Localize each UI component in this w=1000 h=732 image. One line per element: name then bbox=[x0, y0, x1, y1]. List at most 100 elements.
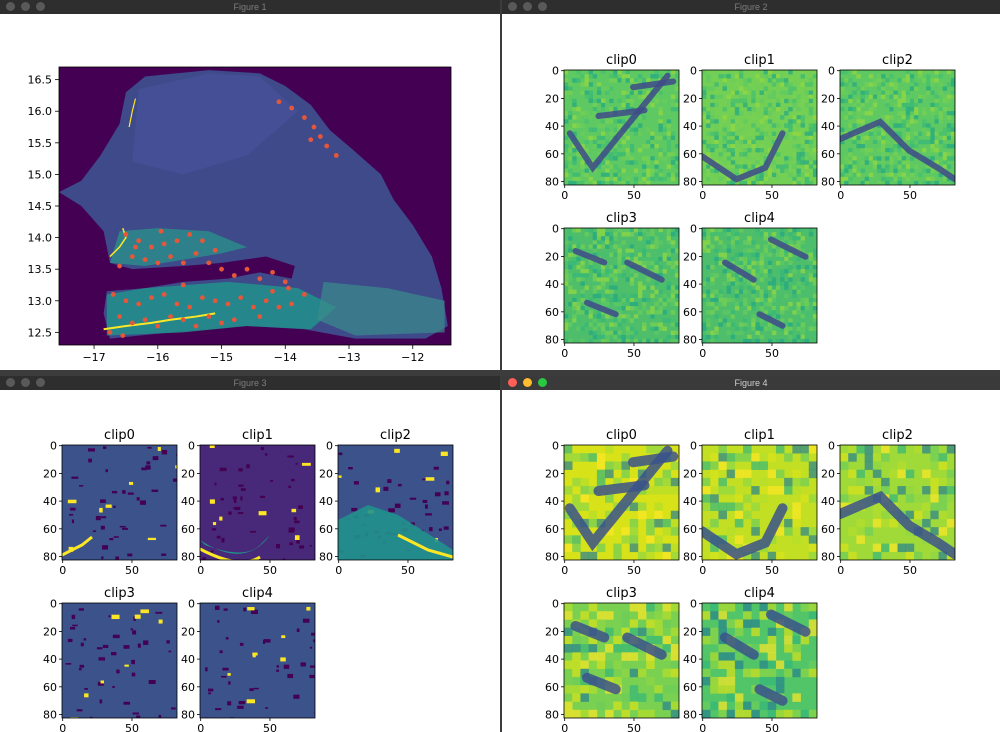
pixel bbox=[580, 289, 585, 295]
pixel bbox=[946, 74, 952, 79]
pixel bbox=[792, 477, 801, 487]
pixel bbox=[710, 148, 715, 153]
pixel bbox=[572, 106, 577, 112]
minimize-window-button[interactable] bbox=[21, 2, 30, 11]
pixel bbox=[792, 236, 797, 241]
pixel bbox=[747, 260, 752, 266]
pixel bbox=[730, 269, 736, 274]
pixel bbox=[714, 256, 719, 262]
class-spot bbox=[237, 512, 244, 515]
pixel bbox=[800, 318, 805, 323]
pixel bbox=[889, 160, 894, 165]
pixel bbox=[864, 90, 870, 95]
figure-2-window[interactable]: Figure 2 clip0 0 20 40 60 80 0 50 clip1 0 20 40 60 80… bbox=[502, 0, 1000, 370]
x-tick-label: −15 bbox=[210, 351, 233, 364]
minimize-window-button[interactable] bbox=[21, 378, 30, 387]
pixel bbox=[670, 644, 679, 653]
zoom-window-button[interactable] bbox=[36, 378, 45, 387]
pixel bbox=[592, 326, 598, 331]
pixel bbox=[804, 90, 810, 95]
pixel bbox=[710, 461, 719, 470]
panel-image bbox=[564, 70, 679, 185]
pixel bbox=[666, 256, 672, 262]
close-window-button[interactable] bbox=[6, 378, 15, 387]
pixel bbox=[592, 74, 598, 79]
pixel bbox=[642, 115, 647, 120]
zoom-window-button[interactable] bbox=[36, 2, 45, 11]
pixel bbox=[580, 180, 585, 185]
pixel bbox=[852, 164, 857, 169]
pixel bbox=[726, 139, 732, 145]
close-window-button[interactable] bbox=[508, 378, 517, 387]
pixel bbox=[596, 619, 606, 628]
pixel bbox=[922, 131, 927, 137]
pixel bbox=[844, 90, 849, 95]
pixel bbox=[633, 90, 639, 95]
panel-title: clip1 bbox=[744, 428, 775, 443]
figure-3-window[interactable]: Figure 3 clip0 0 20 40 60 80 0 50 clip1 0 20 40 60 80… bbox=[0, 376, 500, 732]
pixel bbox=[702, 293, 707, 299]
pixel bbox=[800, 115, 805, 120]
pixel bbox=[860, 90, 865, 95]
pixel bbox=[938, 527, 948, 536]
pixel bbox=[784, 668, 793, 678]
pixel bbox=[812, 252, 817, 258]
minimize-window-button[interactable] bbox=[523, 378, 532, 387]
figure-4-window[interactable]: Figure 4 clip0 0 20 40 60 80 0 50 clip1 0 20 40 60 80… bbox=[502, 376, 1000, 732]
pixel bbox=[751, 106, 756, 112]
pixel bbox=[621, 334, 626, 340]
pixel bbox=[629, 334, 635, 340]
pixel bbox=[808, 123, 814, 128]
class-spot bbox=[141, 467, 147, 471]
pixel bbox=[621, 119, 626, 124]
pixel bbox=[868, 111, 874, 116]
pixel bbox=[702, 338, 707, 343]
y-tick-label: 0 bbox=[552, 598, 559, 611]
window-titlebar[interactable]: Figure 1 bbox=[0, 0, 500, 14]
pixel bbox=[913, 106, 919, 112]
window-titlebar[interactable]: Figure 3 bbox=[0, 376, 500, 390]
pixel bbox=[617, 306, 622, 311]
channel-feature bbox=[630, 78, 677, 91]
pixel bbox=[605, 244, 610, 249]
close-window-button[interactable] bbox=[6, 2, 15, 11]
pixel bbox=[617, 338, 622, 343]
pixel bbox=[621, 293, 626, 299]
pixel bbox=[568, 127, 573, 132]
pixel bbox=[864, 176, 870, 182]
pixel bbox=[738, 277, 744, 282]
figure-1-window[interactable]: Figure 1 −17 −16 −15 −14 −13 −12 12.5 13.0 13.5 1… bbox=[0, 0, 500, 370]
pixel bbox=[617, 119, 622, 124]
zoom-window-button[interactable] bbox=[538, 2, 547, 11]
minimize-window-button[interactable] bbox=[523, 2, 532, 11]
pixel bbox=[743, 494, 752, 503]
sample-point bbox=[142, 317, 148, 323]
class-spot bbox=[394, 503, 401, 508]
pixel bbox=[950, 156, 955, 161]
pixel bbox=[592, 102, 598, 108]
pixel bbox=[564, 78, 569, 83]
pixel bbox=[788, 127, 793, 132]
close-window-button[interactable] bbox=[508, 2, 517, 11]
pixel bbox=[876, 106, 882, 112]
window-titlebar[interactable]: Figure 2 bbox=[502, 0, 1000, 14]
northern-region bbox=[132, 73, 299, 175]
window-titlebar[interactable]: Figure 4 bbox=[502, 376, 1000, 390]
pixel bbox=[946, 518, 955, 528]
sample-point bbox=[289, 105, 295, 111]
pixel bbox=[670, 232, 676, 237]
pixel bbox=[808, 82, 814, 87]
pixel bbox=[808, 156, 814, 161]
pixel bbox=[844, 78, 849, 83]
class-spot bbox=[155, 611, 163, 614]
pixel bbox=[909, 172, 915, 178]
pixel bbox=[564, 82, 569, 87]
pixel bbox=[714, 228, 719, 233]
pixel bbox=[617, 297, 622, 303]
pixel bbox=[759, 98, 764, 104]
zoom-window-button[interactable] bbox=[538, 378, 547, 387]
pixel bbox=[796, 152, 801, 157]
pixel bbox=[909, 102, 915, 108]
pixel bbox=[751, 139, 756, 145]
